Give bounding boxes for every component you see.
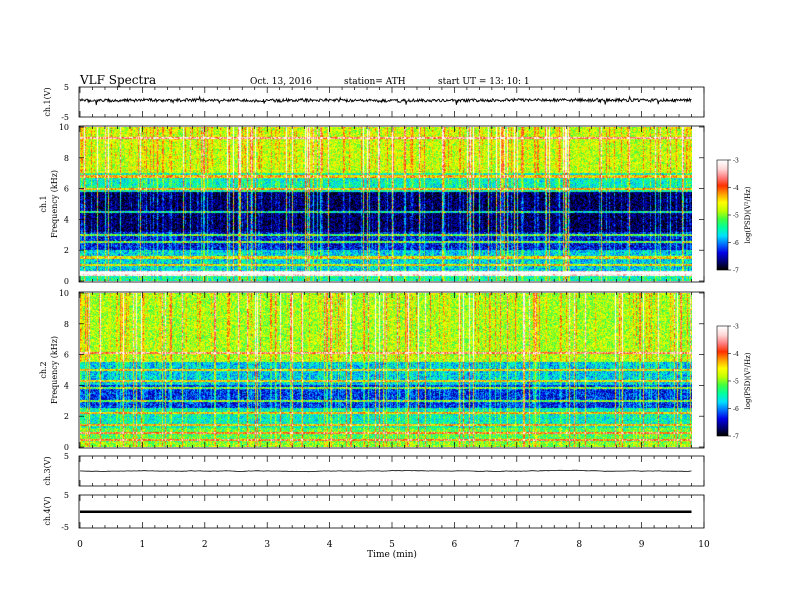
- colorbar-tick-label: -4: [733, 351, 739, 358]
- ch2-spectrogram-ylabel-channel: ch.2: [39, 361, 48, 378]
- spectrogram-ytick-label: 4: [64, 215, 69, 224]
- ch3-waveform-ylabel: ch.3(V): [43, 456, 52, 485]
- ch2-spectrogram-panel: ch.2 Frequency (kHz) 0 2 4 6 8 10: [39, 289, 705, 452]
- x-tick-marks: [79, 87, 705, 528]
- ch3-waveform-trace: [80, 469, 692, 473]
- x-tick-label: 5: [389, 540, 395, 550]
- ch1-waveform-ylabel: ch.1(V): [43, 87, 52, 116]
- colorbar-tick-label: -6: [733, 240, 739, 247]
- ch3-waveform-panel: ch.3(V) 5: [43, 452, 705, 487]
- ch1-ytick-bottom: -5: [61, 113, 69, 122]
- spectrogram-ytick-label: 8: [64, 154, 69, 163]
- x-axis-label: Time (min): [367, 549, 417, 560]
- spectrogram-ytick-label: 6: [64, 351, 69, 360]
- colorbar-tick-label: -7: [733, 434, 739, 441]
- spectrogram-ytick-label: 0: [64, 443, 69, 452]
- colorbar-tick-label: -3: [733, 324, 739, 331]
- ch4-waveform-ylabel: ch.4(V): [43, 496, 52, 525]
- x-tick-labels: 0 1 2 3 4 5 6 7 8 9 10: [77, 540, 710, 550]
- x-tick-label: 1: [140, 540, 146, 550]
- x-tick-label: 0: [77, 540, 83, 550]
- ch4-ytick-bottom: -5: [61, 523, 69, 532]
- x-tick-label: 9: [639, 540, 645, 550]
- ch2-spectrogram-yticks: 0 2 4 6 8 10: [59, 289, 704, 452]
- ch1-spectrogram-ylabel-channel: ch.1: [39, 195, 48, 212]
- start-time-label: start UT = 13: 10: 1: [438, 77, 530, 87]
- spectrogram-ytick-label: 10: [59, 123, 69, 132]
- x-tick-label: 6: [452, 540, 458, 550]
- x-tick-label: 8: [576, 540, 582, 550]
- spectrogram-ytick-label: 0: [64, 277, 69, 286]
- ch1-colorbar-label: log(PSD)(V²/Hz): [744, 186, 752, 243]
- ch1-waveform-frame: [78, 86, 705, 118]
- ch1-colorbar-ticks: -3 -4 -5 -6 -7: [728, 158, 739, 275]
- spectrogram-ytick-label: 6: [64, 185, 69, 194]
- x-tick-label: 3: [264, 540, 270, 550]
- spectrogram-ytick-label: 4: [64, 381, 69, 390]
- spectrogram-ytick-label: 8: [64, 320, 69, 329]
- ch2-colorbar-gradient: [717, 326, 728, 436]
- ch3-ytick-top: 5: [64, 452, 69, 461]
- ch1-ytick-top: 5: [64, 83, 69, 92]
- ch1-waveform-panel: ch.1(V) 5 -5: [43, 83, 705, 122]
- colorbar-tick-label: -6: [733, 406, 739, 413]
- x-tick-label: 4: [327, 540, 333, 550]
- ch2-spectrogram-image: [80, 293, 692, 447]
- spectrogram-ytick-label: 2: [64, 246, 69, 255]
- station-label: station= ATH: [344, 77, 406, 87]
- spectrogram-ytick-label: 2: [64, 412, 69, 421]
- ch1-colorbar-gradient: [717, 160, 728, 270]
- x-tick-label: 10: [698, 540, 710, 550]
- date-label: Oct. 13, 2016: [250, 77, 312, 87]
- ch1-spectrogram-ylabel-freq: Frequency (kHz): [50, 170, 59, 238]
- ch2-spectrogram-ylabel-freq: Frequency (kHz): [50, 336, 59, 404]
- ch1-waveform-trace: [79, 95, 692, 106]
- x-tick-label: 2: [202, 540, 208, 550]
- colorbar-tick-label: -5: [733, 379, 739, 386]
- ch1-spectrogram-image: [80, 127, 692, 281]
- colorbar-tick-label: -7: [733, 268, 739, 275]
- ch2-colorbar: -3 -4 -5 -6 -7 log(PSD)(V²/Hz): [716, 324, 752, 441]
- colorbar-tick-label: -3: [733, 158, 739, 165]
- colorbar-tick-label: -4: [733, 185, 739, 192]
- ch4-ytick-top: 5: [64, 491, 69, 500]
- ch4-waveform-panel: ch.4(V) 5 -5: [43, 491, 705, 532]
- ch2-colorbar-ticks: -3 -4 -5 -6 -7: [728, 324, 739, 441]
- ch1-colorbar: -3 -4 -5 -6 -7 log(PSD)(V²/Hz): [716, 158, 752, 275]
- spectrogram-ytick-label: 10: [59, 289, 69, 298]
- colorbar-tick-label: -5: [733, 213, 739, 220]
- ch2-colorbar-label: log(PSD)(V²/Hz): [744, 352, 752, 409]
- x-tick-label: 7: [514, 540, 520, 550]
- ch1-spectrogram-panel: ch.1 Frequency (kHz) 0 2 4 6 8 10: [39, 123, 705, 286]
- figure-title: VLF Spectra: [79, 73, 156, 87]
- ch4-waveform-trace: [80, 510, 692, 514]
